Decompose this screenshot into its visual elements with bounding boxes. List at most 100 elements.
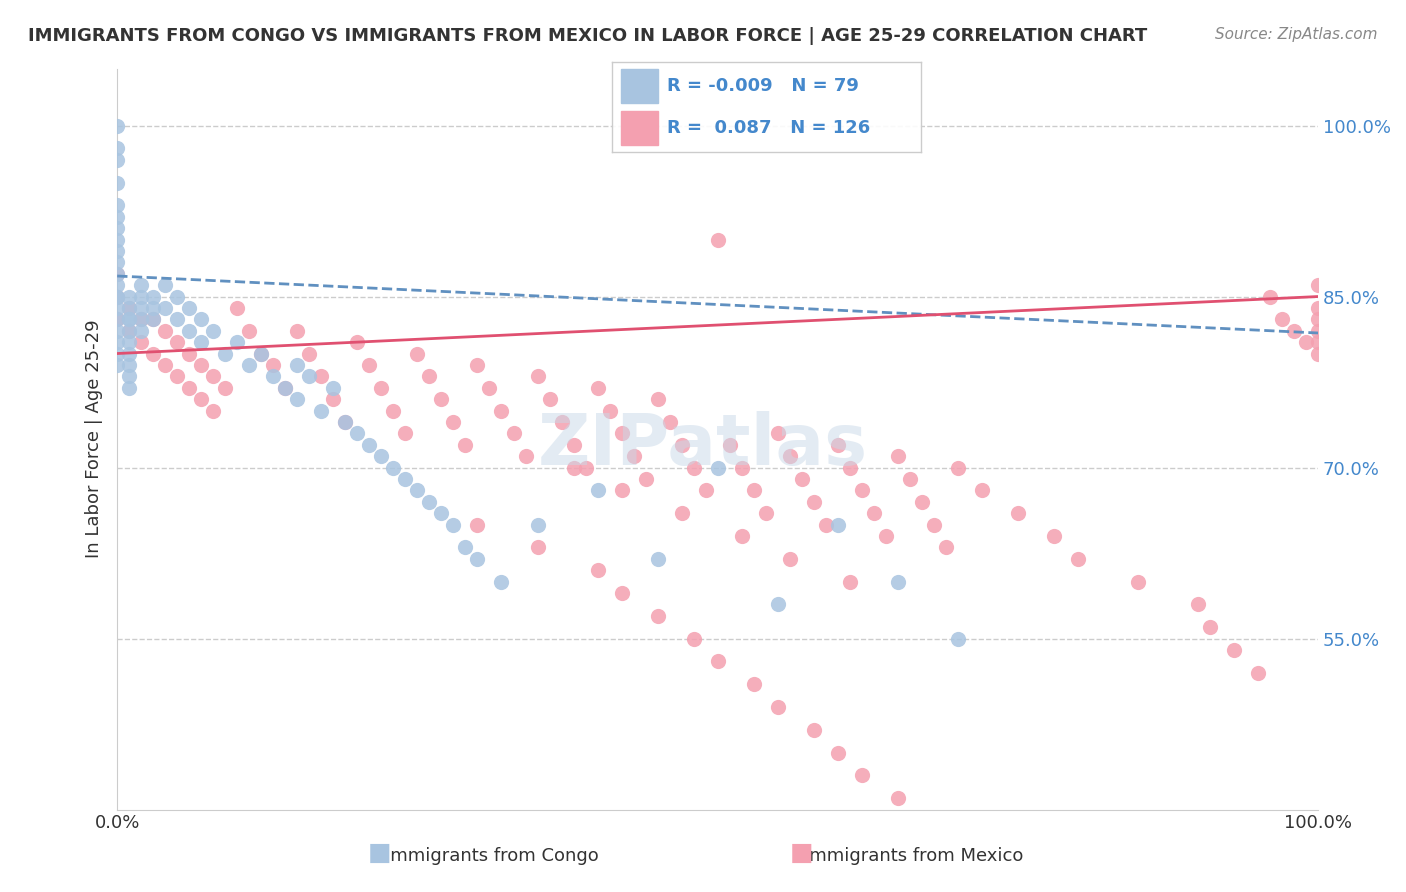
Point bbox=[682, 632, 704, 646]
Point bbox=[1308, 335, 1330, 350]
Point bbox=[370, 449, 392, 463]
Point bbox=[142, 346, 165, 360]
Text: ■: ■ bbox=[790, 841, 813, 865]
Point bbox=[814, 517, 837, 532]
Point bbox=[202, 369, 225, 384]
Point bbox=[1271, 312, 1294, 326]
Point bbox=[262, 358, 284, 372]
Point bbox=[118, 301, 141, 315]
Point bbox=[526, 517, 548, 532]
Point bbox=[105, 210, 128, 224]
Point bbox=[875, 529, 897, 543]
Point bbox=[742, 483, 765, 498]
Point bbox=[118, 346, 141, 360]
Point bbox=[250, 346, 273, 360]
Text: R = -0.009   N = 79: R = -0.009 N = 79 bbox=[668, 77, 859, 95]
Point bbox=[1308, 324, 1330, 338]
Point bbox=[970, 859, 993, 873]
Point bbox=[105, 289, 128, 303]
Point bbox=[179, 324, 201, 338]
Point bbox=[190, 312, 212, 326]
Point bbox=[1295, 335, 1317, 350]
Point bbox=[105, 119, 128, 133]
Point bbox=[946, 460, 969, 475]
Point bbox=[105, 289, 128, 303]
Point bbox=[1199, 620, 1222, 634]
Point bbox=[129, 312, 152, 326]
Point bbox=[298, 369, 321, 384]
Point bbox=[105, 221, 128, 235]
Point bbox=[779, 551, 801, 566]
Point bbox=[298, 346, 321, 360]
Point bbox=[418, 494, 440, 508]
Point bbox=[562, 460, 585, 475]
Point bbox=[226, 335, 249, 350]
Point bbox=[250, 346, 273, 360]
Point bbox=[862, 506, 884, 520]
Point bbox=[335, 415, 357, 429]
Point bbox=[610, 586, 633, 600]
Point bbox=[970, 483, 993, 498]
Point bbox=[1126, 574, 1149, 589]
Y-axis label: In Labor Force | Age 25-29: In Labor Force | Age 25-29 bbox=[86, 319, 103, 558]
Point bbox=[574, 460, 596, 475]
Point bbox=[610, 483, 633, 498]
Point bbox=[1007, 882, 1029, 892]
Text: ZIPatlas: ZIPatlas bbox=[538, 411, 868, 481]
Point bbox=[118, 301, 141, 315]
Point bbox=[179, 381, 201, 395]
Text: Immigrants from Mexico: Immigrants from Mexico bbox=[804, 847, 1024, 865]
Point bbox=[538, 392, 561, 406]
Point bbox=[406, 346, 429, 360]
Point bbox=[887, 791, 910, 805]
Point bbox=[118, 312, 141, 326]
Point bbox=[118, 324, 141, 338]
Point bbox=[142, 301, 165, 315]
Point bbox=[742, 677, 765, 691]
Point bbox=[467, 517, 489, 532]
Point bbox=[105, 244, 128, 258]
Point bbox=[202, 403, 225, 417]
Point bbox=[166, 312, 188, 326]
Point bbox=[454, 541, 477, 555]
Point bbox=[311, 403, 333, 417]
Point bbox=[838, 460, 860, 475]
Point bbox=[1282, 324, 1305, 338]
Point bbox=[346, 426, 368, 441]
Point bbox=[803, 723, 825, 737]
Point bbox=[118, 381, 141, 395]
Point bbox=[658, 415, 681, 429]
Point bbox=[129, 289, 152, 303]
Point bbox=[370, 381, 392, 395]
Point bbox=[226, 301, 249, 315]
Text: ■: ■ bbox=[368, 841, 391, 865]
Point bbox=[179, 346, 201, 360]
Point bbox=[647, 392, 669, 406]
Point bbox=[118, 358, 141, 372]
Point bbox=[214, 381, 236, 395]
Point bbox=[285, 324, 308, 338]
Point bbox=[478, 381, 501, 395]
Point bbox=[142, 312, 165, 326]
Point bbox=[1308, 312, 1330, 326]
Point bbox=[647, 551, 669, 566]
Point bbox=[935, 541, 957, 555]
Point bbox=[118, 369, 141, 384]
Point bbox=[610, 426, 633, 441]
Point bbox=[105, 324, 128, 338]
Point bbox=[599, 403, 621, 417]
Text: R =  0.087   N = 126: R = 0.087 N = 126 bbox=[668, 119, 870, 136]
Point bbox=[898, 472, 921, 486]
Point bbox=[155, 358, 177, 372]
Point bbox=[285, 358, 308, 372]
Point bbox=[166, 335, 188, 350]
Point bbox=[526, 369, 548, 384]
Point bbox=[382, 403, 405, 417]
Point bbox=[1308, 278, 1330, 293]
Point bbox=[105, 346, 128, 360]
Point bbox=[671, 438, 693, 452]
Point bbox=[129, 335, 152, 350]
Point bbox=[105, 267, 128, 281]
Point bbox=[346, 335, 368, 350]
Point bbox=[550, 415, 572, 429]
